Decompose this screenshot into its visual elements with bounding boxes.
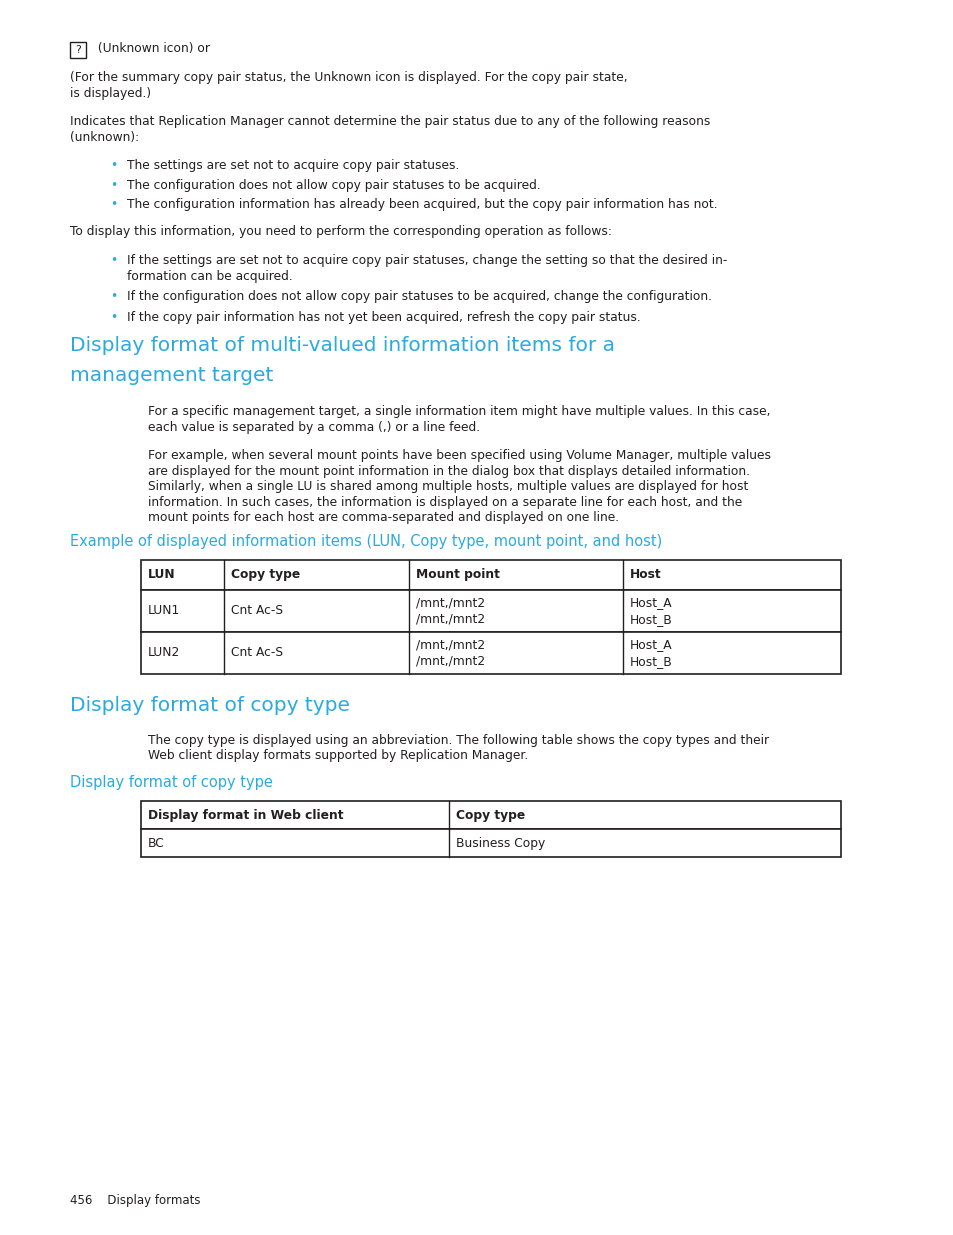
Text: The copy type is displayed using an abbreviation. The following table shows the : The copy type is displayed using an abbr… (148, 734, 768, 762)
Text: 456    Display formats: 456 Display formats (70, 1194, 200, 1207)
Text: BC: BC (148, 836, 165, 850)
Text: Copy type: Copy type (456, 809, 525, 821)
Text: Display format in Web client: Display format in Web client (148, 809, 343, 821)
Text: Display format of multi-valued information items for a: Display format of multi-valued informati… (70, 336, 614, 356)
Text: LUN: LUN (148, 568, 175, 582)
Bar (141, 829, 841, 857)
Text: Host_A
Host_B: Host_A Host_B (629, 638, 672, 668)
Text: The configuration does not allow copy pair statuses to be acquired.: The configuration does not allow copy pa… (127, 179, 540, 191)
Text: Mount point: Mount point (416, 568, 499, 582)
Text: For a specific management target, a single information item might have multiple : For a specific management target, a sing… (148, 405, 770, 433)
Text: Host_A
Host_B: Host_A Host_B (629, 597, 672, 626)
Text: Display format of copy type: Display format of copy type (70, 774, 273, 789)
Text: For example, when several mount points have been specified using Volume Manager,: For example, when several mount points h… (148, 450, 770, 524)
Text: management target: management target (70, 366, 273, 385)
Text: Business Copy: Business Copy (456, 836, 545, 850)
Text: ?: ? (74, 44, 80, 56)
Text: Cnt Ac-S: Cnt Ac-S (231, 646, 282, 659)
Text: If the settings are set not to acquire copy pair statuses, change the setting so: If the settings are set not to acquire c… (127, 254, 726, 283)
Text: The configuration information has already been acquired, but the copy pair infor: The configuration information has alread… (127, 198, 717, 211)
Text: The settings are set not to acquire copy pair statuses.: The settings are set not to acquire copy… (127, 159, 458, 173)
Text: •: • (110, 179, 117, 191)
Text: LUN1: LUN1 (148, 604, 180, 618)
Text: Cnt Ac-S: Cnt Ac-S (231, 604, 282, 618)
Text: To display this information, you need to perform the corresponding operation as : To display this information, you need to… (70, 225, 611, 238)
Bar (141, 559, 841, 590)
Text: Indicates that Replication Manager cannot determine the pair status due to any o: Indicates that Replication Manager canno… (70, 116, 709, 144)
Text: If the configuration does not allow copy pair statuses to be acquired, change th: If the configuration does not allow copy… (127, 290, 711, 303)
Text: Host: Host (629, 568, 660, 582)
Text: •: • (110, 290, 117, 303)
Text: •: • (110, 254, 117, 268)
Text: (For the summary copy pair status, the Unknown icon is displayed. For the copy p: (For the summary copy pair status, the U… (70, 72, 627, 100)
Text: Display format of copy type: Display format of copy type (70, 697, 350, 715)
Text: •: • (110, 159, 117, 173)
Text: LUN2: LUN2 (148, 646, 180, 659)
Text: /mnt,/mnt2
/mnt,/mnt2: /mnt,/mnt2 /mnt,/mnt2 (416, 638, 485, 668)
Text: If the copy pair information has not yet been acquired, refresh the copy pair st: If the copy pair information has not yet… (127, 311, 640, 324)
Text: •: • (110, 198, 117, 211)
Text: (Unknown icon) or: (Unknown icon) or (93, 42, 210, 56)
Text: •: • (110, 311, 117, 324)
Bar (70, 42, 86, 58)
Text: /mnt,/mnt2
/mnt,/mnt2: /mnt,/mnt2 /mnt,/mnt2 (416, 597, 485, 626)
Text: Example of displayed information items (LUN, Copy type, mount point, and host): Example of displayed information items (… (70, 534, 661, 548)
Bar (141, 590, 841, 632)
Text: Copy type: Copy type (231, 568, 300, 582)
Bar (141, 802, 841, 829)
Bar (141, 632, 841, 674)
